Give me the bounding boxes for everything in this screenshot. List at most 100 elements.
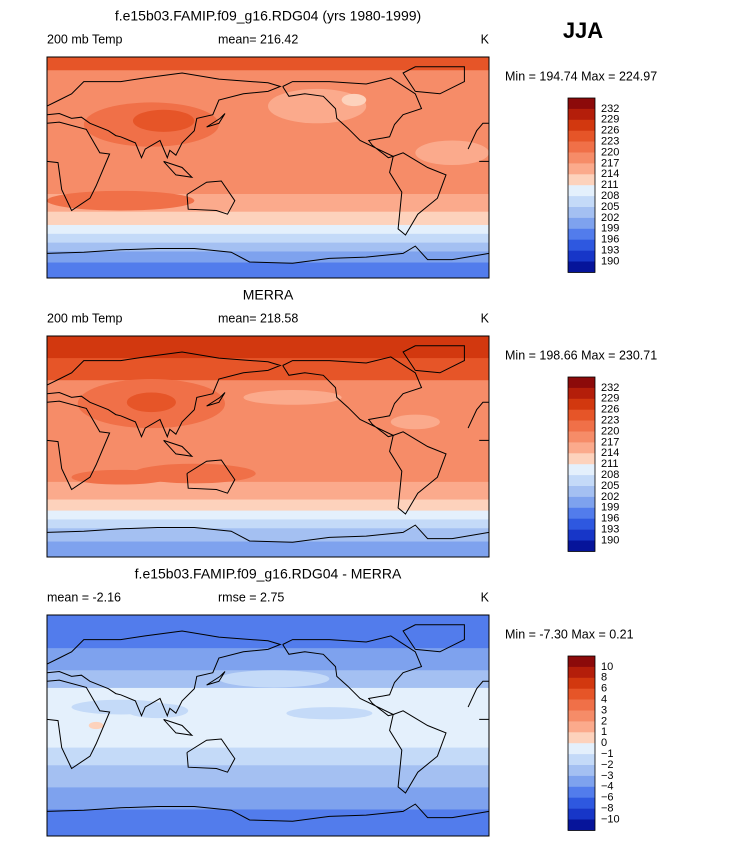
colorbar-label: 199 [601,223,619,235]
colorbar-swatch [568,819,595,831]
field-blob [71,469,170,485]
field-band [47,57,489,71]
panel-range: Min = -7.30 Max = 0.21 [505,627,634,641]
colorbar-label: 3 [601,704,607,716]
panel-unit: K [481,311,490,325]
field-blob [341,93,367,107]
field-band [47,262,489,278]
colorbar-label: −2 [601,759,614,771]
field-blob [88,721,104,730]
colorbar-label: 217 [601,157,619,169]
panel-title: f.e15b03.FAMIP.f09_g16.RDG04 (yrs 1980-1… [115,8,421,24]
field-band [47,336,489,359]
coastline [47,72,282,160]
colorbar-swatch [568,808,595,820]
panel-left-label: 200 mb Temp [47,311,123,325]
colorbar-label: 208 [601,469,619,481]
field-blob [243,390,342,405]
colorbar-label: 220 [601,146,619,158]
map-frame [46,56,490,279]
colorbar-label: 1 [601,726,607,738]
colorbar-swatch [568,409,595,421]
colorbar-swatch [568,688,595,700]
panel-range: Min = 198.66 Max = 230.71 [505,348,657,362]
colorbar-label: −6 [601,792,614,804]
colorbar-swatch [568,677,595,689]
colorbar-label: 211 [601,179,619,191]
colorbar-swatch [568,261,595,273]
field-blob [132,109,195,132]
colorbar-swatch [568,141,595,153]
colorbar-swatch [568,786,595,798]
colorbar-swatch [568,496,595,509]
coastline [467,680,489,720]
coastline [467,401,489,441]
colorbar-swatch [568,196,595,208]
field-band [47,809,489,836]
colorbar-swatch [568,797,595,809]
map-frame [46,614,490,837]
coastline [47,121,111,212]
colorbar-label: 0 [601,737,607,749]
map-frame [46,335,490,558]
colorbar-frame [567,97,596,273]
coastline [402,66,465,95]
coastline [206,113,226,128]
colorbar-label: −3 [601,770,614,782]
coastline [389,710,447,794]
field-band [47,648,489,671]
field-band [47,242,489,252]
colorbar-label: 226 [601,404,619,416]
field-band [47,541,489,557]
colorbar-label: 4 [601,694,607,706]
coastline [282,635,423,717]
field-band [47,765,489,788]
panel-center-label: mean= 218.58 [218,311,298,325]
colorbar-label: 205 [601,201,619,213]
coastline [47,245,489,264]
colorbar-swatch [568,743,595,755]
colorbar-swatch [568,486,595,498]
colorbar-label: 190 [601,255,619,267]
colorbar-label: 202 [601,212,619,224]
colorbar-label: 196 [601,513,619,525]
coastline [47,803,489,822]
coastline [47,524,489,543]
field-band [47,358,489,381]
colorbar-label: 8 [601,672,607,684]
colorbar-swatch [568,732,595,744]
panel-unit: K [481,32,490,46]
coastline [282,356,423,438]
colorbar-label: 211 [601,458,619,470]
field-band [47,481,489,501]
colorbar-label: −10 [601,813,620,825]
colorbar-swatch [568,420,595,432]
colorbar-swatch [568,765,595,777]
colorbar-frame [567,376,596,552]
season-label: JJA [563,18,603,43]
colorbar-label: 193 [601,245,619,257]
field-band [47,528,489,543]
colorbar-label: 2 [601,715,607,727]
panel-left-label: mean = -2.16 [47,590,121,604]
colorbar-label: 229 [601,393,619,405]
colorbar-label: 226 [601,125,619,137]
colorbar-label: 199 [601,502,619,514]
field-band [47,499,489,512]
colorbar-swatch [568,228,595,240]
field-blob [421,648,483,668]
colorbar-label: −8 [601,803,614,815]
colorbar-swatch [568,377,595,389]
colorbar-frame [567,655,596,831]
colorbar-label: 217 [601,436,619,448]
colorbar-swatch [568,207,595,219]
field-band [47,615,489,649]
colorbar-swatch [568,250,595,262]
colorbar-label: 214 [601,168,619,180]
coastline [206,392,226,407]
field-blob [126,392,176,413]
coastline [47,351,282,439]
colorbar-swatch [568,130,595,142]
colorbar-swatch [568,239,595,251]
